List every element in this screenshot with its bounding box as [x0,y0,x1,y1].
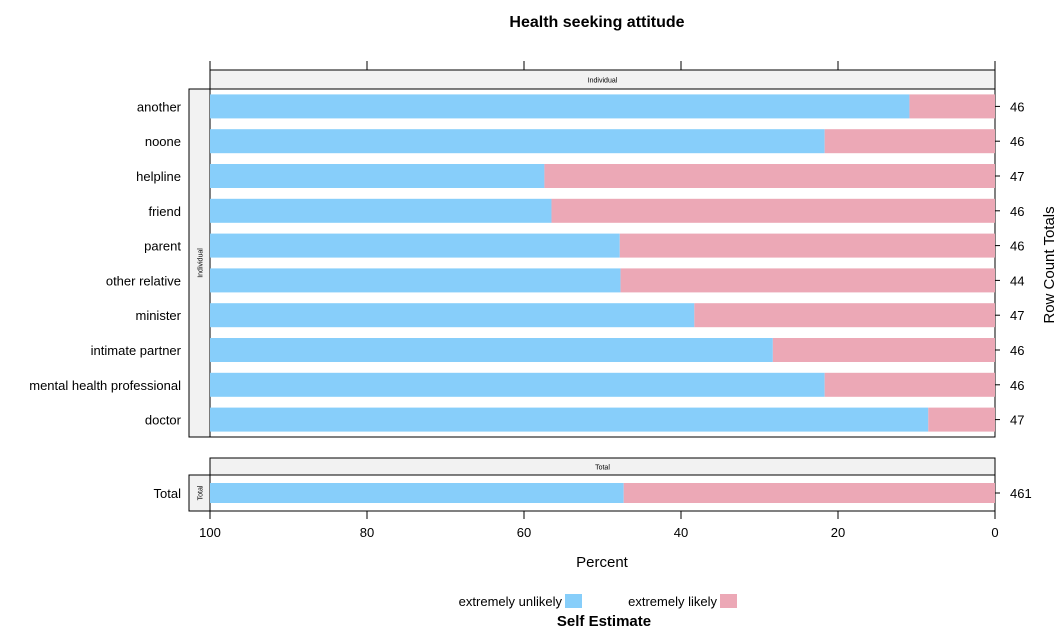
row-total-label: 47 [1010,169,1024,184]
bar-individual-other-relative-unlikely [210,268,621,293]
row-total-label: 47 [1010,413,1024,428]
panel-total: Total Total Total 461 [154,457,1032,512]
bar-individual-noone-likely [824,129,995,154]
strip-label-total: Total [595,465,610,472]
bar-individual-minister-unlikely [210,303,695,328]
legend-swatch-likely [720,594,737,608]
bar-individual-another-likely [909,94,995,119]
category-label: friend [148,204,181,219]
bar-total-Total-likely [623,483,995,503]
bar-total-Total-unlikely [210,483,624,503]
bar-individual-parent-likely [619,233,995,258]
bar-individual-another-unlikely [210,94,910,119]
category-label: mental health professional [29,378,181,393]
category-label: Total [154,486,182,501]
legend-swatch-unlikely [565,594,582,608]
bar-individual-intimate-partner-likely [772,338,995,362]
category-label: noone [145,134,181,149]
row-total-label: 46 [1010,134,1024,149]
row-total-label: 46 [1010,378,1024,393]
bar-individual-friend-likely [551,198,995,223]
row-total-label: 44 [1010,273,1024,288]
x-axis: 100 80 60 40 20 0 [199,61,999,540]
legend-label-likely: extremely likely [628,594,717,609]
category-label: intimate partner [91,343,182,358]
category-label: minister [135,308,181,323]
x-axis-label: Percent [576,554,629,571]
bar-individual-doctor-likely [928,407,995,432]
right-axis-label: Row Count Totals [1041,206,1058,323]
row-total-label: 46 [1010,99,1024,114]
x-tick-label: 20 [831,525,845,540]
side-strip-label-total: Total [198,485,205,500]
bar-individual-intimate-partner-unlikely [210,338,773,362]
x-tick-label: 80 [360,525,374,540]
row-total-label: 461 [1010,486,1032,501]
bar-individual-noone-unlikely [210,129,825,154]
bar-individual-other-relative-likely [620,268,995,293]
row-total-label: 46 [1010,239,1024,254]
legend-label-unlikely: extremely unlikely [459,594,563,609]
side-strip-label-individual: Individual [198,248,205,278]
bar-individual-helpline-unlikely [210,164,545,188]
x-tick-label: 0 [991,525,998,540]
legend: extremely unlikely extremely likely Self… [459,594,737,628]
strip-label-individual: Individual [588,78,618,85]
panel-individual: Individual Individual another 46 noone 46 help… [29,69,1024,438]
chart-title: Health seeking attitude [509,14,684,31]
category-label: another [137,99,182,114]
category-label: doctor [145,413,182,428]
bar-individual-parent-unlikely [210,233,620,258]
category-label: helpline [136,169,181,184]
bar-individual-minister-likely [694,303,995,328]
bar-individual-doctor-unlikely [210,407,929,432]
row-total-label: 46 [1010,204,1024,219]
bar-individual-mental-health-professional-unlikely [210,372,825,397]
row-total-label: 46 [1010,343,1024,358]
plot-frame-individual [209,88,996,438]
row-total-label: 47 [1010,308,1024,323]
category-label: parent [144,239,181,254]
x-tick-label: 60 [517,525,531,540]
bar-individual-friend-unlikely [210,198,552,223]
bar-individual-helpline-likely [544,164,995,188]
x-tick-label: 40 [674,525,688,540]
legend-title: Self Estimate [557,613,651,628]
category-label: other relative [106,273,181,288]
x-tick-label: 100 [199,525,221,540]
bar-individual-mental-health-professional-likely [824,372,995,397]
